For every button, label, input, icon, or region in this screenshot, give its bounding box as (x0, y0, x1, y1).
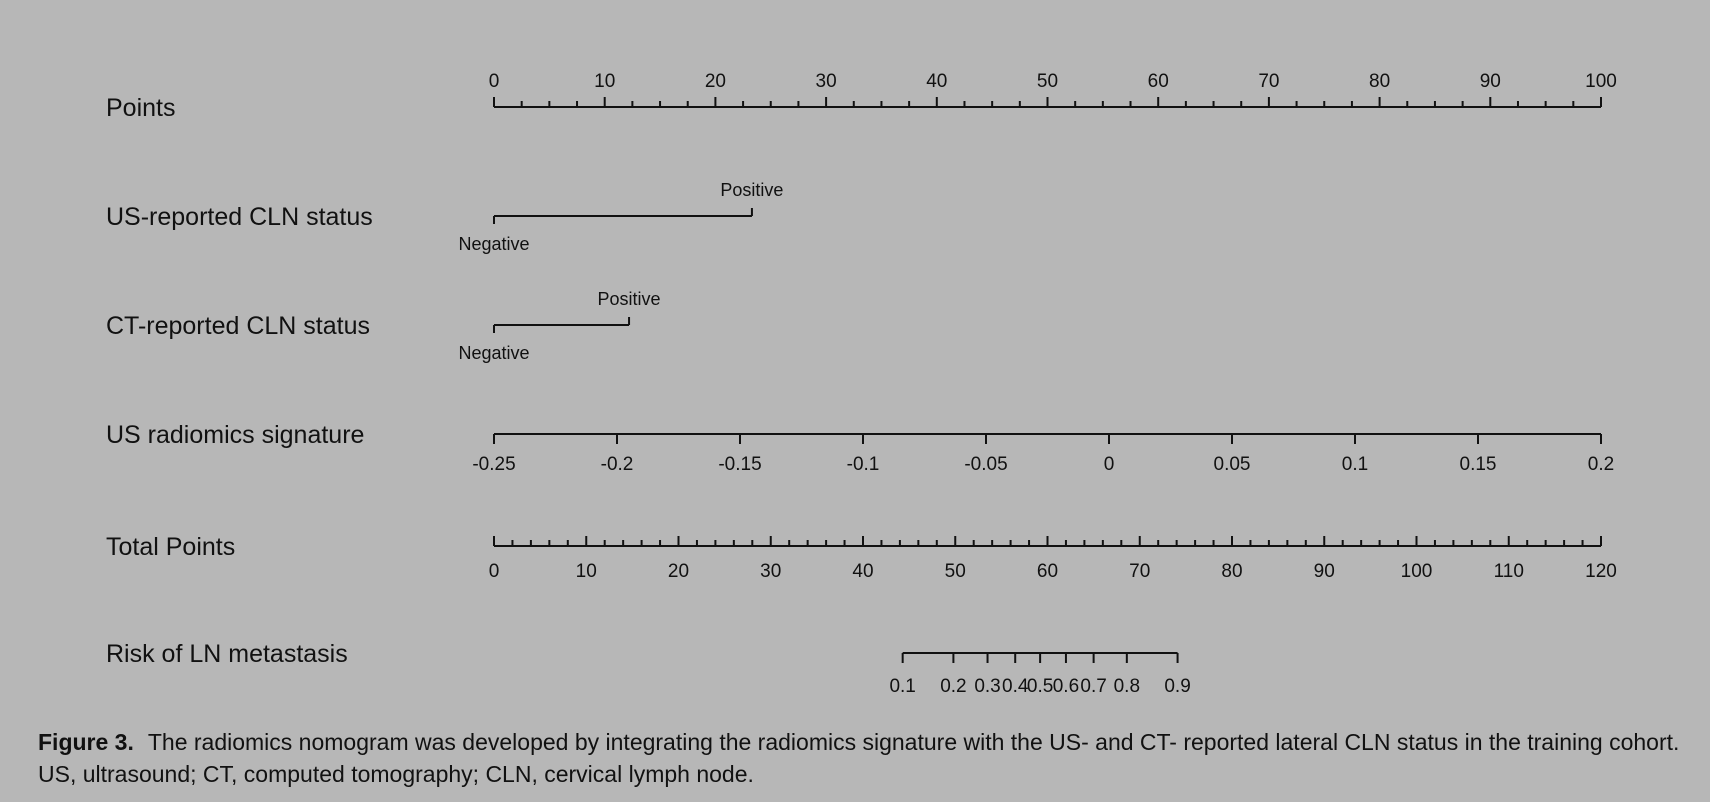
signature-tick-label: -0.15 (718, 454, 761, 475)
points-tick-label: 60 (1148, 71, 1169, 92)
risk-tick-label: 0.7 (1080, 676, 1106, 697)
row-label-2: CT-reported CLN status (106, 312, 370, 340)
total-tick-label: 80 (1221, 561, 1242, 582)
points-tick-label: 20 (705, 71, 726, 92)
level-label-positive: Positive (598, 289, 661, 309)
points-tick-label: 10 (594, 71, 615, 92)
signature-tick-label: 0 (1104, 454, 1115, 475)
points-tick-label: 70 (1258, 71, 1279, 92)
row-label-0: Points (106, 94, 175, 122)
risk-tick-label: 0.3 (974, 676, 1000, 697)
risk-tick-label: 0.5 (1027, 676, 1053, 697)
total-tick-label: 110 (1494, 561, 1524, 582)
level-label-positive: Positive (720, 180, 783, 200)
total-tick-label: 70 (1129, 561, 1150, 582)
signature-tick-label: 0.15 (1460, 454, 1497, 475)
total-tick-label: 30 (760, 561, 781, 582)
row-label-4: Total Points (106, 533, 235, 561)
total-tick-label: 120 (1585, 561, 1617, 582)
total-tick-label: 0 (489, 561, 500, 582)
signature-tick-label: -0.25 (472, 454, 515, 475)
signature-tick-label: 0.2 (1588, 454, 1614, 475)
signature-tick-label: 0.1 (1342, 454, 1368, 475)
total-tick-label: 10 (576, 561, 597, 582)
total-tick-label: 90 (1314, 561, 1335, 582)
points-tick-label: 80 (1369, 71, 1390, 92)
points-tick-label: 30 (816, 71, 837, 92)
points-tick-label: 0 (489, 71, 500, 92)
risk-tick-label: 0.8 (1114, 676, 1140, 697)
row-label-3: US radiomics signature (106, 421, 364, 449)
caption-text: The radiomics nomogram was developed by … (38, 729, 1680, 787)
risk-tick-label: 0.6 (1053, 676, 1079, 697)
caption-label: Figure 3. (38, 729, 134, 755)
level-label-negative: Negative (458, 234, 529, 254)
total-tick-label: 60 (1037, 561, 1058, 582)
risk-tick-label: 0.1 (889, 676, 915, 697)
risk-tick-label: 0.4 (1002, 676, 1029, 697)
points-tick-label: 100 (1585, 71, 1617, 92)
signature-tick-label: -0.1 (847, 454, 880, 475)
risk-tick-label: 0.9 (1164, 676, 1190, 697)
signature-tick-label: 0.05 (1214, 454, 1251, 475)
figure-caption: Figure 3. The radiomics nomogram was deve… (38, 726, 1688, 790)
points-tick-label: 50 (1037, 71, 1058, 92)
signature-tick-label: -0.2 (601, 454, 634, 475)
row-label-5: Risk of LN metastasis (106, 640, 348, 668)
signature-tick-label: -0.05 (964, 454, 1007, 475)
total-tick-label: 20 (668, 561, 689, 582)
level-label-negative: Negative (458, 343, 529, 363)
risk-tick-label: 0.2 (940, 676, 966, 697)
total-tick-label: 50 (945, 561, 966, 582)
row-label-1: US-reported CLN status (106, 203, 373, 231)
points-tick-label: 90 (1480, 71, 1501, 92)
total-tick-label: 40 (852, 561, 873, 582)
points-tick-label: 40 (926, 71, 947, 92)
total-tick-label: 100 (1401, 561, 1433, 582)
